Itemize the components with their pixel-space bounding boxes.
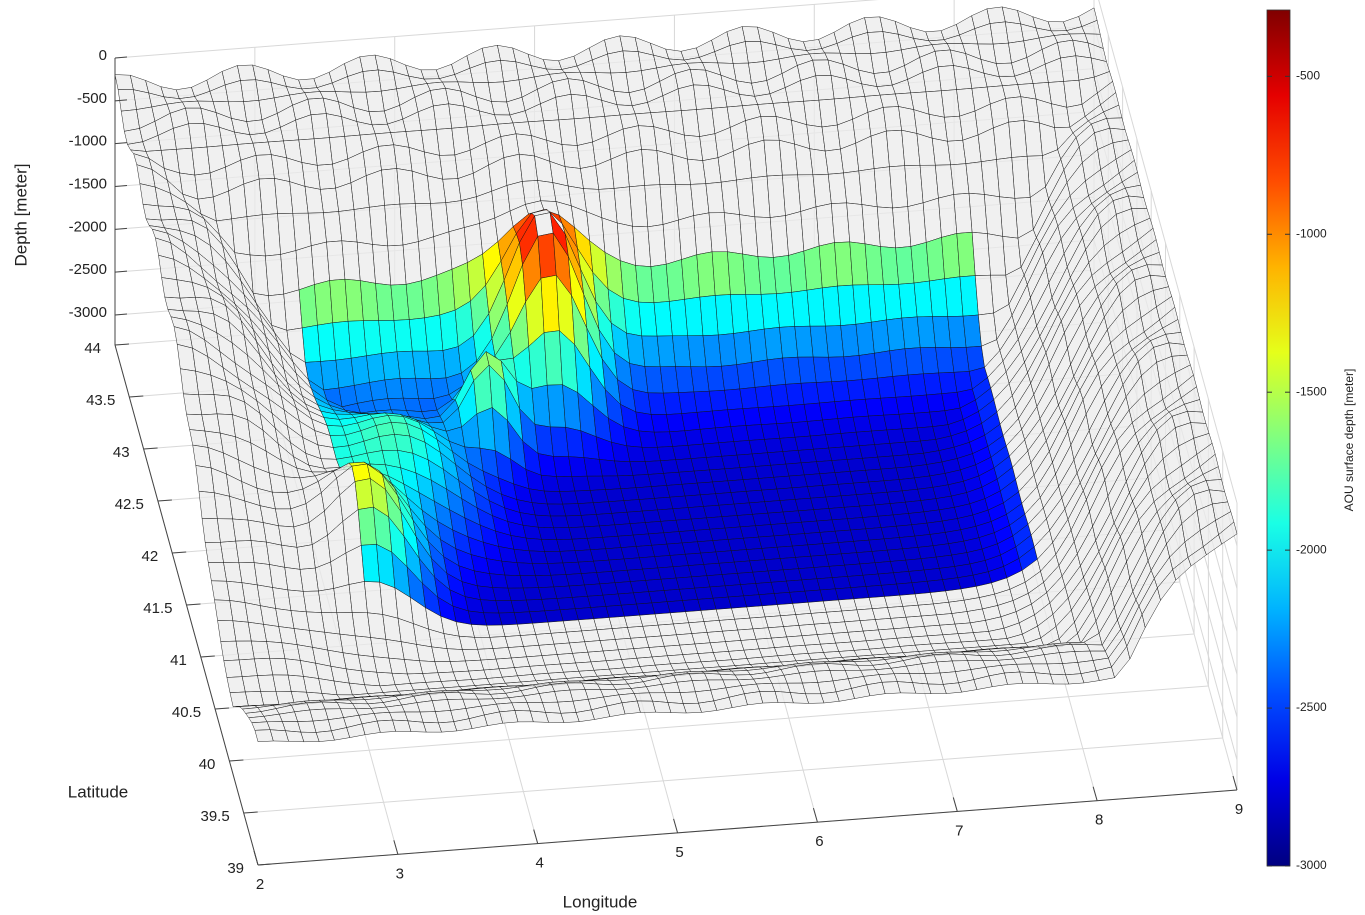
z-tick-label: -2500 [69, 261, 107, 278]
y-tick-label: 44 [84, 340, 101, 357]
y-tick [200, 655, 215, 658]
grid-line [229, 685, 1209, 762]
grid-line [114, 0, 879, 59]
x-tick-label: 7 [955, 822, 963, 839]
z-tick [114, 142, 128, 145]
grid-line [243, 737, 1223, 814]
y-tick [129, 395, 144, 398]
surface-cell [1218, 521, 1238, 545]
z-tick-label: -500 [77, 90, 107, 107]
colorbar [1266, 9, 1291, 867]
surface-cell [497, 45, 517, 63]
y-axis-label: Latitude [68, 782, 129, 801]
y-tick-label: 40.5 [172, 704, 201, 721]
x-tick [533, 829, 539, 844]
x-tick-label: 3 [396, 865, 404, 882]
z-tick [114, 56, 128, 59]
z-tick-label: -1500 [69, 175, 107, 192]
y-tick [114, 343, 130, 346]
y-tick-label: 39 [227, 860, 244, 877]
surface-cell [1128, 195, 1148, 209]
z-tick [114, 227, 128, 230]
y-tick-label: 39.5 [200, 808, 229, 825]
y-tick-label: 43 [113, 444, 130, 461]
colorbar-tick-label: -2000 [1296, 542, 1327, 556]
x-tick-label: 8 [1095, 812, 1103, 829]
colorbar-tick-label: -2500 [1296, 700, 1327, 714]
surface-cell [1187, 411, 1207, 424]
x-tick-label: 9 [1235, 801, 1243, 818]
x-tick [812, 808, 818, 823]
surface-cell [1168, 342, 1188, 357]
z-axis-label: Depth [meter] [11, 164, 30, 267]
z-tick [114, 270, 128, 273]
x-tick-label: 6 [815, 833, 823, 850]
colorbar-tick-label: -3000 [1296, 858, 1327, 872]
surface [114, 6, 1238, 743]
y-tick [257, 863, 273, 866]
colorbar-tick-label: -1000 [1296, 226, 1327, 240]
x-tick [393, 840, 399, 855]
x-tick [253, 850, 259, 866]
z-tick-label: 0 [99, 47, 107, 64]
y-tick-label: 41 [170, 652, 187, 669]
z-tick [114, 99, 128, 102]
z-tick [114, 185, 128, 188]
x-axis-label: Longitude [563, 892, 638, 911]
z-tick-label: -3000 [69, 304, 107, 321]
y-tick-label: 43.5 [86, 392, 115, 409]
colorbar-label: AOU surface depth [meter] [1342, 369, 1356, 512]
y-tick [143, 447, 158, 450]
y-tick-label: 42 [142, 548, 159, 565]
grid-line [1098, 0, 1238, 504]
y-tick [172, 551, 187, 554]
x-tick [673, 818, 679, 833]
y-tick [229, 759, 244, 762]
x-tick [1232, 775, 1238, 791]
y-tick [215, 707, 230, 710]
axis-line [257, 789, 1238, 866]
y-tick-label: 42.5 [115, 496, 144, 513]
y-tick-label: 40 [199, 756, 216, 773]
x-tick-label: 4 [536, 855, 544, 872]
y-tick [243, 811, 258, 814]
x-tick [952, 797, 958, 812]
surface-cell [1146, 264, 1166, 277]
z-tick [114, 313, 128, 316]
x-tick-label: 2 [256, 876, 264, 893]
z-tick-label: -1000 [69, 133, 107, 150]
y-tick-label: 41.5 [143, 600, 172, 617]
x-tick [1092, 786, 1098, 801]
z-tick-label: -2000 [69, 218, 107, 235]
colorbar-tick-label: -500 [1296, 69, 1320, 83]
colorbar-tick-label: -1500 [1296, 384, 1327, 398]
x-tick-label: 5 [675, 844, 683, 861]
surface-cell [1208, 489, 1228, 505]
y-tick [186, 603, 201, 606]
surface-cell [665, 48, 685, 61]
y-tick [157, 499, 172, 502]
axes: 2 3 4 5 6 7 8 9 39 39.5 40 40.5 41 41.5 42 42.5 43 43.5 44… [69, 47, 1244, 893]
